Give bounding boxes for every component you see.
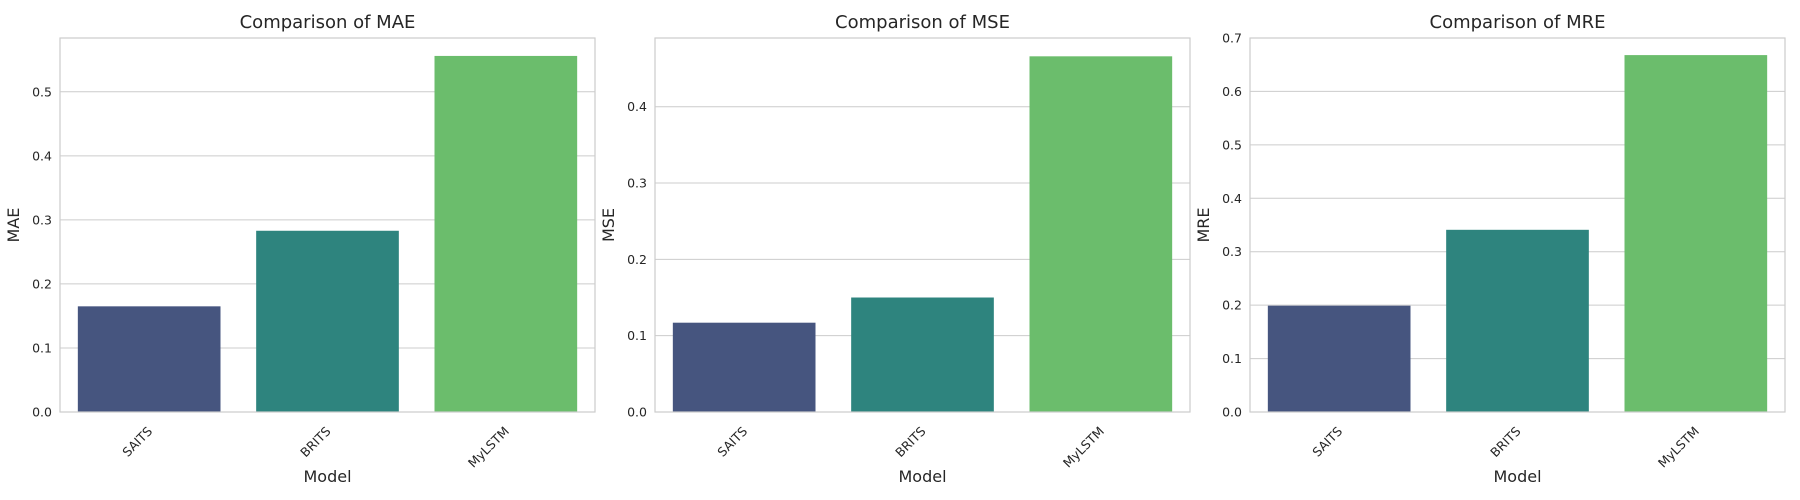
chart-panel-2: 0.0 0.1 0.2 0.3 0.4 SAITS BRITS MyLSTM Compariso…	[599, 12, 1191, 486]
y-tick-label: 0.0	[32, 405, 52, 420]
y-tick-label: 0.1	[1222, 351, 1242, 366]
y-tick-label: 0.2	[1222, 298, 1242, 313]
chart-title: Comparison of MAE	[240, 12, 416, 33]
x-tick-label: SAITS	[1309, 423, 1345, 459]
y-tick-label: 0.2	[32, 276, 52, 291]
y-tick-label: 0.5	[1222, 137, 1242, 152]
y-tick-label: 0.2	[627, 252, 647, 267]
y-tick-label: 0.4	[627, 99, 647, 114]
y-tick-label: 0.0	[627, 405, 647, 420]
bar-saits	[77, 306, 221, 412]
bar-brits	[851, 297, 994, 412]
y-tick-label: 0.6	[1222, 84, 1242, 99]
plot-frame	[654, 37, 1191, 413]
bar-saits	[1267, 305, 1411, 412]
bar-saits	[672, 322, 816, 412]
bar-mylstm	[434, 55, 578, 412]
chart-panel-3: 0.0 0.1 0.2 0.3 0.4 0.5 0.6 0.7 SAITS BRITS MyLSTM…	[1194, 12, 1786, 486]
x-axis-label: Model	[303, 467, 351, 486]
y-axis-label: MSE	[599, 208, 618, 242]
y-tick-label: 0.3	[1222, 244, 1242, 259]
chart-title: Comparison of MRE	[1430, 12, 1606, 33]
y-tick-label: 0.1	[627, 328, 647, 343]
y-tick-label: 0.1	[32, 340, 52, 355]
y-tick-label: 0.5	[32, 84, 52, 99]
bar-brits	[256, 230, 399, 412]
chart-panel-1: 0.0 0.1 0.2 0.3 0.4 0.5 SAITS BRITS MyLSTM Compar…	[4, 12, 596, 486]
x-tick-label: MyLSTM	[1655, 424, 1702, 471]
bar-mylstm	[1029, 56, 1173, 413]
x-axis-label: Model	[898, 467, 946, 486]
bar-brits	[1446, 229, 1589, 412]
y-tick-label: 0.0	[1222, 405, 1242, 420]
x-tick-label: BRITS	[1487, 423, 1523, 459]
plot-frame	[59, 37, 596, 413]
x-tick-label: SAITS	[119, 423, 155, 459]
x-axis-label: Model	[1493, 467, 1541, 486]
x-tick-label: MyLSTM	[1060, 424, 1107, 471]
y-tick-label: 0.4	[1222, 191, 1242, 206]
x-tick-label: BRITS	[892, 423, 928, 459]
y-tick-label: 0.4	[32, 148, 52, 163]
y-axis-label: MAE	[4, 208, 23, 243]
x-tick-label: BRITS	[297, 423, 333, 459]
x-tick-label: SAITS	[714, 423, 750, 459]
y-tick-label: 0.7	[1222, 31, 1242, 46]
y-tick-label: 0.3	[627, 176, 647, 191]
y-axis-label: MRE	[1194, 207, 1213, 242]
y-tick-label: 0.3	[32, 212, 52, 227]
chart-title: Comparison of MSE	[835, 12, 1010, 33]
bar-mylstm	[1624, 55, 1768, 413]
plot-frame	[1249, 37, 1786, 413]
x-tick-label: MyLSTM	[465, 424, 512, 471]
